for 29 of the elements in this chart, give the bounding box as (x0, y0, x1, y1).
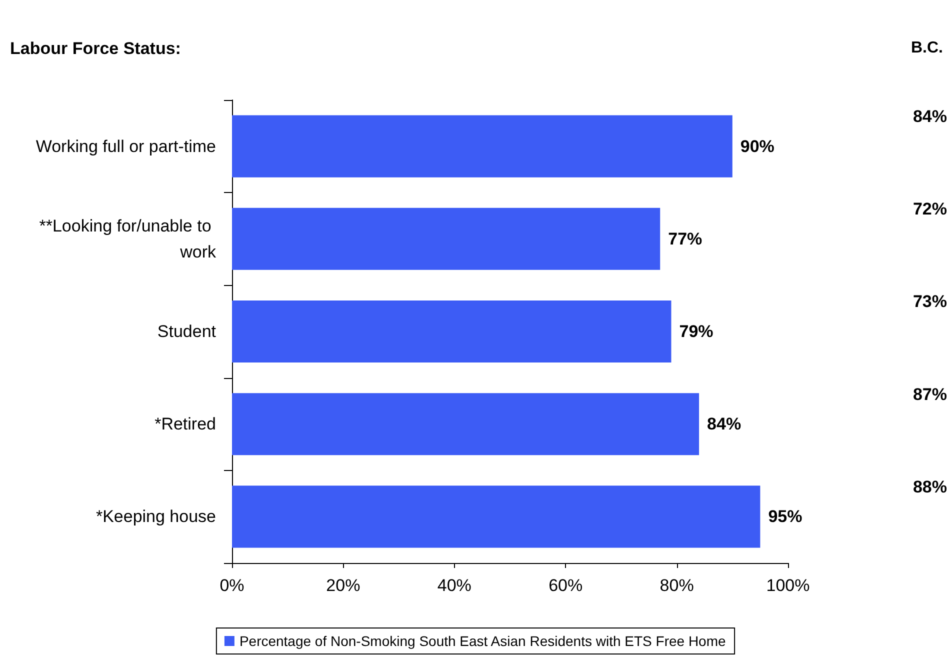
data-label: 77% (668, 229, 702, 248)
y-tick-label: *Retired (154, 414, 216, 434)
y-tick-label: *Keeping house (96, 507, 216, 526)
text: 73% (912, 292, 948, 312)
x-tick-label: 80% (660, 576, 694, 595)
data-label: 79% (679, 322, 714, 341)
bar (232, 115, 732, 178)
x-tick-label: 20% (326, 576, 360, 595)
y-tick-label: **Looking for/unable to work (39, 216, 216, 262)
legend-label: Percentage of Non-Smoking South East Asian Residents with ETS Free Home (239, 633, 726, 649)
x-tick-label: 100% (766, 576, 810, 595)
text: 88% (912, 477, 948, 496)
x-tick-label: 60% (548, 576, 583, 595)
bar (232, 393, 700, 456)
text: Labour Force Status: (10, 39, 181, 58)
data-label: 95% (768, 507, 802, 526)
data-label: 84% (707, 414, 742, 434)
text: B.C. (911, 40, 943, 56)
text: 84% (912, 107, 948, 126)
data-label: 90% (740, 136, 774, 156)
bar (232, 300, 672, 363)
text: 87% (912, 384, 948, 404)
text: 72% (912, 200, 948, 219)
bar (232, 208, 660, 270)
y-tick-label: Working full or part-time (36, 136, 216, 156)
y-tick-label: Student (157, 322, 216, 341)
x-tick-label: 0% (220, 576, 244, 595)
bar (232, 486, 760, 548)
x-tick-label: 40% (437, 576, 472, 595)
